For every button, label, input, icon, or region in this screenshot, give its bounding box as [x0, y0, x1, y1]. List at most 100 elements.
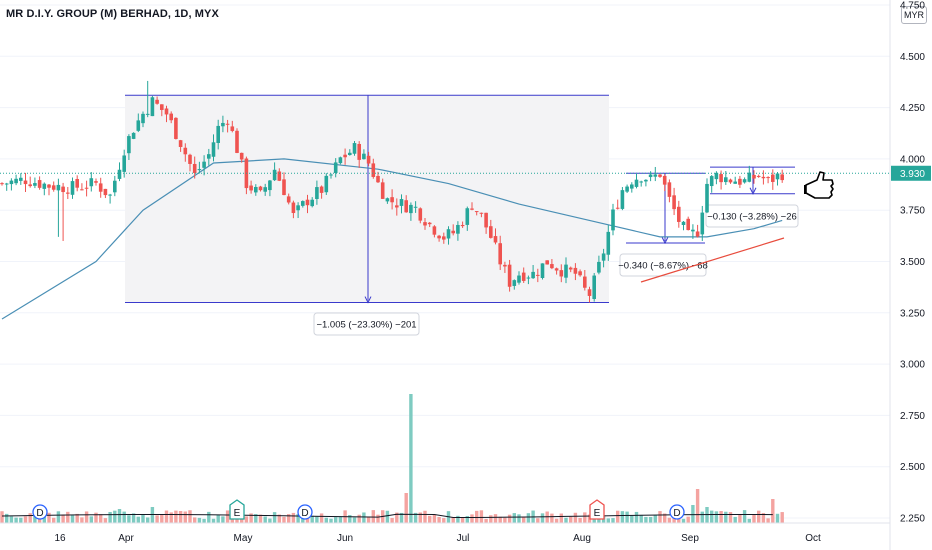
candle-body [780, 174, 784, 181]
candle [305, 194, 310, 214]
volume-bar [244, 516, 249, 523]
measure-label-box [313, 312, 420, 336]
candle [747, 165, 752, 183]
candle [550, 259, 554, 270]
candle-body [766, 177, 770, 179]
candle [742, 177, 747, 184]
candle-body [644, 179, 648, 182]
candle-body [625, 186, 629, 192]
candle [573, 263, 578, 281]
moving-average [1, 158, 783, 320]
dividend-marker[interactable] [297, 504, 313, 520]
candle-body [474, 211, 479, 213]
candle [178, 139, 183, 152]
price-tick-label: 4.500 [900, 52, 925, 63]
event-marker-label: E [234, 508, 241, 519]
candle-body [178, 140, 183, 147]
trendline[interactable] [640, 237, 785, 283]
volume-bar [390, 517, 394, 523]
candle-body [150, 97, 155, 117]
candle [145, 80, 150, 118]
candle [512, 279, 517, 290]
price-axis[interactable]: 4.750 4.500 4.250 4.000 3.750 3.500 3.250 3.000… [889, 0, 931, 550]
candle [376, 171, 380, 184]
candle [80, 183, 84, 191]
candle [681, 221, 686, 231]
volume-bar [681, 518, 686, 523]
candle-body [371, 163, 376, 177]
candle [282, 172, 286, 196]
measure-label: −0.340 (−8.67%) −68 [618, 261, 708, 272]
time-tick-label: Sep [681, 533, 699, 544]
volume-bar [738, 514, 742, 523]
candle [286, 193, 291, 205]
volume-bar [780, 512, 784, 523]
earnings-marker[interactable] [229, 499, 245, 520]
candle [108, 193, 112, 204]
candle [84, 180, 89, 197]
dividend-marker[interactable] [669, 504, 685, 520]
candle-body [564, 264, 568, 278]
measure-arrowhead [364, 296, 372, 304]
volume-bar [164, 510, 169, 523]
volume-bar [747, 518, 751, 523]
candle [268, 179, 272, 197]
candle-body [597, 261, 601, 273]
candle [691, 224, 695, 239]
measurement-tools[interactable]: −1.005 (−23.30%) −201 −0.340 (−8.67%) −68… [125, 94, 799, 336]
candle [766, 176, 770, 184]
candle [733, 176, 737, 184]
volume-bar [319, 513, 324, 523]
candle [239, 152, 244, 163]
candle-body [103, 188, 108, 196]
candle [705, 178, 709, 214]
volume-bar [456, 515, 460, 523]
volume-bar [122, 511, 126, 523]
volume-bar [512, 513, 516, 523]
candle-body [197, 169, 202, 171]
currency-badge[interactable]: MYR [901, 6, 927, 24]
measure-label-box [619, 253, 707, 277]
event-marker-label: D [36, 508, 43, 519]
volume-bar [301, 516, 305, 523]
volume-bar [207, 511, 211, 523]
candle [559, 264, 564, 283]
volume-bar [19, 517, 23, 523]
candle-body [446, 229, 451, 239]
candle [202, 155, 206, 176]
candle [409, 202, 413, 221]
earnings-marker[interactable] [589, 499, 605, 520]
volume-bar [272, 512, 277, 523]
candle-body [550, 264, 554, 269]
time-tick-label: Apr [118, 533, 134, 544]
candle [385, 197, 390, 204]
price-tick-label: 4.250 [900, 103, 925, 114]
volume-bar [127, 515, 131, 523]
volume-bar [489, 515, 493, 523]
dividend-marker[interactable] [32, 504, 48, 520]
volume-bar [197, 517, 202, 523]
candle-body [667, 182, 672, 197]
candle-body [700, 212, 705, 235]
trendline-group[interactable] [640, 237, 785, 283]
candle-body [357, 143, 361, 160]
candle-body [14, 178, 18, 184]
candle-body [376, 175, 380, 183]
time-tick-label: May [234, 533, 253, 544]
time-axis[interactable]: 16 Apr May Jun Jul Aug Sep Oct [0, 522, 890, 544]
candle-body [503, 264, 507, 267]
candle-body [620, 190, 625, 209]
candle [531, 264, 535, 279]
candle [0, 182, 4, 186]
candle [564, 257, 568, 284]
volume-bar [639, 514, 643, 523]
measure-area [125, 95, 609, 303]
time-tick-label: Jul [457, 533, 470, 544]
candle-body [639, 181, 643, 183]
candle [150, 95, 155, 117]
candle-body [677, 206, 681, 222]
candle-body [536, 274, 540, 276]
candle-body [672, 195, 676, 210]
